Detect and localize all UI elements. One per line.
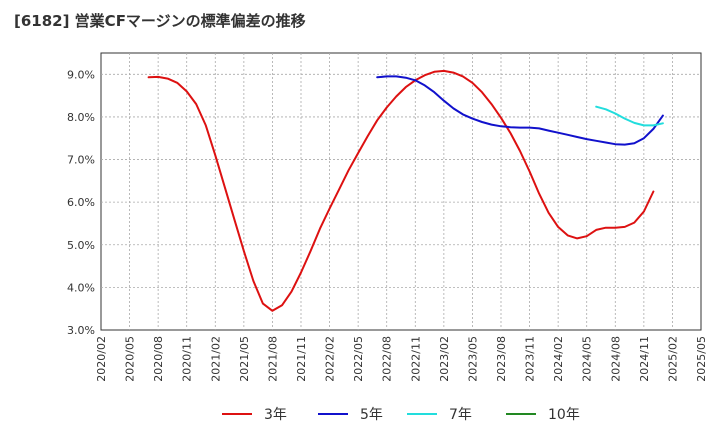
x-tick-label: 2024/08 (609, 336, 622, 382)
y-tick-label: 6.0% (67, 196, 95, 209)
x-tick-label: 2020/02 (95, 336, 108, 382)
legend: 3年 5年 7年 10年 (222, 407, 580, 423)
legend-label: 5年 (360, 407, 383, 423)
x-tick-label: 2021/11 (295, 336, 308, 382)
x-tick-label: 2024/11 (638, 336, 651, 382)
grid (101, 53, 701, 330)
x-tick-label: 2025/02 (666, 336, 679, 382)
x-tick-label: 2023/02 (438, 336, 451, 382)
chart-title: [6182] 営業CFマージンの標準偏差の推移 (14, 12, 306, 30)
x-tick-label: 2020/05 (124, 336, 137, 382)
x-tick-label: 2022/02 (324, 336, 337, 382)
x-tick-label: 2021/02 (209, 336, 222, 382)
series-group (147, 69, 664, 312)
legend-label: 3年 (264, 407, 287, 423)
x-axis: 2020/02 2020/05 2020/08 2020/11 2021/02 2021/… (95, 336, 708, 382)
x-tick-label: 2022/08 (381, 336, 394, 382)
x-tick-label: 2024/02 (552, 336, 565, 382)
plot-area (100, 52, 702, 331)
x-tick-label: 2021/08 (266, 336, 279, 382)
plot-frame (100, 52, 702, 331)
series-line-7年 (595, 105, 664, 127)
y-tick-label: 7.0% (67, 154, 95, 167)
x-tick-label: 2023/05 (466, 336, 479, 382)
x-tick-label: 2022/05 (352, 336, 365, 382)
y-tick-label: 3.0% (67, 324, 95, 337)
y-tick-label: 4.0% (67, 281, 95, 294)
x-tick-label: 2022/11 (409, 336, 422, 382)
y-tick-label: 5.0% (67, 239, 95, 252)
x-tick-label: 2025/05 (695, 336, 708, 382)
x-tick-label: 2023/08 (495, 336, 508, 382)
y-tick-label: 9.0% (67, 68, 95, 81)
legend-label: 7年 (449, 407, 472, 423)
legend-label: 10年 (548, 407, 580, 423)
x-tick-label: 2020/08 (152, 336, 165, 382)
x-tick-label: 2023/11 (524, 336, 537, 382)
y-axis: 3.0% 4.0% 5.0% 6.0% 7.0% 8.0% 9.0% (67, 68, 95, 337)
y-tick-label: 8.0% (67, 111, 95, 124)
series-line-5年 (376, 75, 664, 146)
x-tick-label: 2024/05 (581, 336, 594, 382)
series-line-3年 (147, 69, 655, 312)
x-tick-label: 2020/11 (181, 336, 194, 382)
x-tick-label: 2021/05 (238, 336, 251, 382)
